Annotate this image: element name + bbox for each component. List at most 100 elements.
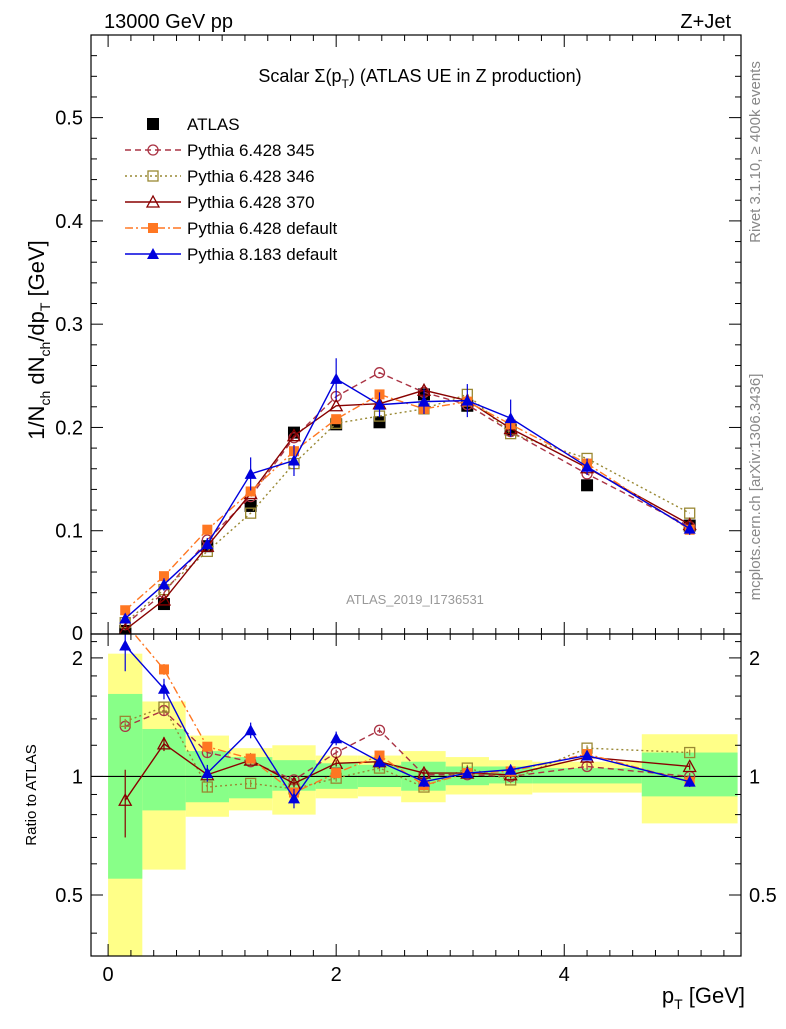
- x-tick-label: 4: [559, 964, 570, 986]
- legend-label: Pythia 6.428 370: [187, 193, 315, 212]
- ratio-point: [684, 746, 696, 759]
- ratio-point: [504, 763, 517, 775]
- ratio-point: [244, 724, 257, 736]
- legend-label: Pythia 6.428 346: [187, 167, 315, 186]
- legend-entry: Pythia 6.428 345: [125, 141, 315, 160]
- ratio-series-pythia-8-183-default: [119, 634, 696, 809]
- y-tick-label: 0.4: [55, 211, 83, 233]
- legend-marker: [145, 194, 161, 208]
- analysis-id-label: ATLAS_2019_I1736531: [346, 592, 484, 607]
- series-pythia-6-428-default: [120, 389, 695, 616]
- series-pythia-8-183-default: [119, 358, 696, 624]
- ratio-point: [119, 639, 132, 651]
- data-point: [373, 398, 386, 410]
- ratio-point: [156, 736, 172, 750]
- ratio-point: [373, 724, 386, 736]
- data-point: [244, 467, 257, 479]
- y-tick-label: 0.3: [55, 314, 83, 336]
- mcplots-credit-label: mcplots.cern.ch [arXiv:1306.3436]: [747, 374, 764, 601]
- y-tick-label-zero: 0: [72, 623, 83, 645]
- legend-entry: Pythia 6.428 346: [125, 167, 315, 186]
- data-point: [158, 571, 169, 582]
- ratio-point: [373, 755, 386, 767]
- data-point: [245, 486, 256, 497]
- ratio-point: [158, 664, 169, 675]
- data-point: [581, 460, 594, 472]
- data-point: [119, 612, 132, 624]
- data-point: [286, 428, 302, 442]
- legend-entry: Pythia 6.428 default: [125, 219, 338, 238]
- data-point: [201, 538, 214, 550]
- ratio-point: [581, 749, 594, 761]
- ratio-line: [124, 645, 690, 800]
- chart-title: Scalar Σ(pT) (ATLAS UE in Z production): [258, 66, 581, 91]
- legend-marker: [147, 170, 159, 182]
- header-left: 13000 GeV pp: [104, 11, 233, 33]
- x-tick-label: 0: [103, 964, 114, 986]
- ratio-point: [119, 715, 131, 728]
- data-point: [417, 395, 430, 407]
- data-point: [287, 454, 300, 466]
- main-panel-series: [118, 358, 697, 634]
- legend-label: Pythia 8.183 default: [187, 245, 338, 264]
- data-point: [373, 416, 386, 429]
- data-point: [331, 414, 342, 425]
- legend-marker: [147, 248, 159, 259]
- data-point: [330, 372, 343, 384]
- data-point: [244, 507, 257, 519]
- ratio-point: [417, 775, 430, 787]
- ratio-line: [124, 742, 690, 801]
- x-tick-label: 2: [331, 964, 342, 986]
- ratio-point: [202, 741, 213, 752]
- legend-entry: Pythia 6.428 370: [125, 193, 315, 212]
- ratio-point: [244, 777, 257, 790]
- ratio-line: [133, 634, 690, 794]
- data-point: [329, 398, 344, 412]
- data-point: [157, 578, 170, 590]
- legend-label: ATLAS: [187, 115, 240, 134]
- ratio-point: [287, 792, 300, 804]
- ratio-point: [331, 768, 342, 779]
- legend-label: Pythia 6.428 345: [187, 141, 315, 160]
- ratio-point: [461, 767, 474, 779]
- x-axis-label: pT [GeV]: [662, 983, 745, 1012]
- legend-marker: [147, 118, 159, 130]
- data-point: [581, 479, 594, 492]
- data-point: [373, 367, 386, 379]
- data-point: [157, 598, 170, 611]
- data-point: [461, 394, 474, 406]
- header-right: Z+Jet: [680, 11, 731, 33]
- ratio-point: [683, 775, 696, 787]
- ratio-point: [245, 753, 256, 764]
- ratio-tick-label-right: 0.5: [749, 885, 777, 907]
- ratio-point: [201, 781, 213, 793]
- ratio-axis-label: Ratio to ATLAS: [23, 744, 40, 845]
- axes: 0 2 4 0.1 0.2 0.3 0.4 0.5 0 0.5 0.5 1 1 2 2: [55, 34, 777, 986]
- legend-entry: ATLAS: [147, 115, 240, 134]
- data-point: [202, 524, 213, 535]
- ratio-point: [682, 759, 697, 773]
- data-point: [118, 622, 132, 634]
- series-line: [124, 393, 691, 611]
- data-point: [120, 605, 131, 616]
- data-point: [244, 499, 257, 512]
- ratio-panel-frame: [90, 633, 742, 957]
- series-pythia-6-428-345: [119, 367, 696, 631]
- ratio-uncertainty-bands: [91, 653, 741, 956]
- ratio-tick-label: 1: [72, 766, 83, 788]
- data-point: [683, 522, 696, 534]
- legend-marker: [148, 223, 158, 233]
- y-tick-label: 0.5: [55, 108, 83, 130]
- legend-label: Pythia 6.428 default: [187, 219, 338, 238]
- ratio-tick-label-right: 1: [749, 766, 760, 788]
- ratio-point: [157, 682, 170, 694]
- series-line: [124, 393, 691, 624]
- ratio-point: [330, 732, 343, 744]
- series-line: [124, 377, 691, 620]
- ratio-tick-label: 2: [72, 648, 83, 670]
- ratio-point: [201, 767, 214, 779]
- rivet-version-label: Rivet 3.1.10, ≥ 400k events: [747, 61, 764, 243]
- series-line: [124, 389, 691, 631]
